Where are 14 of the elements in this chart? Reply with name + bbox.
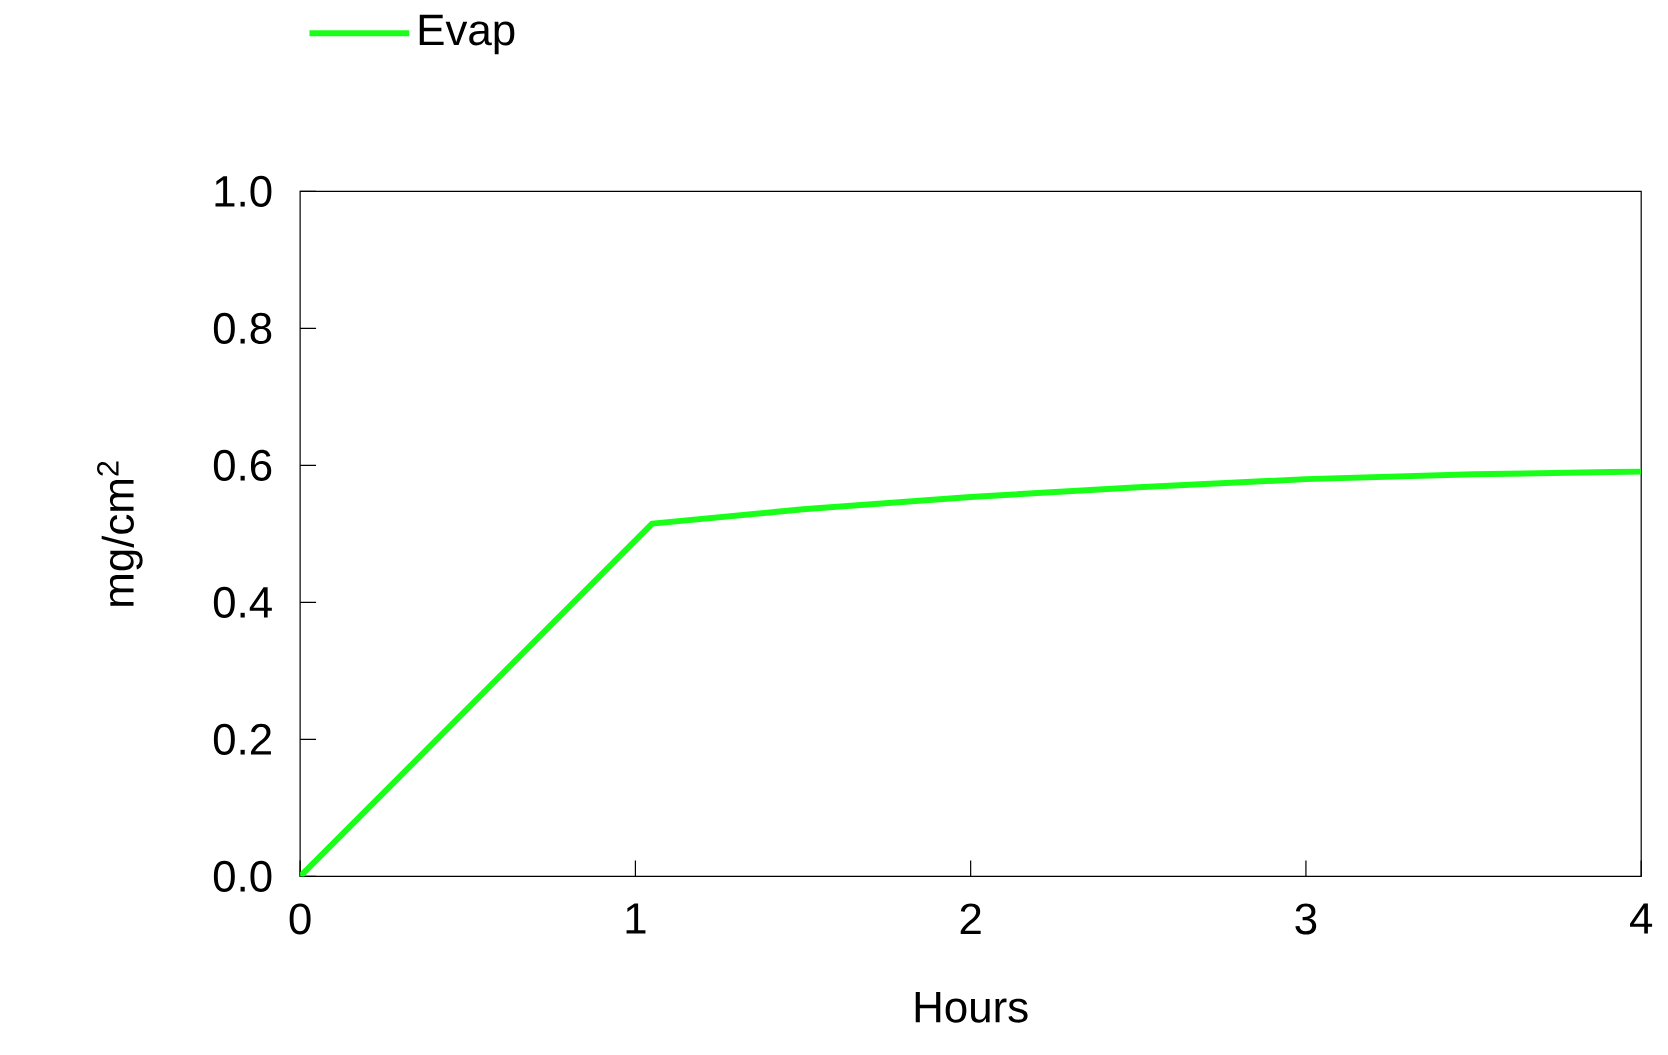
y-tick-label: 0.0 xyxy=(213,860,272,892)
x-tick-label: 4 xyxy=(1630,903,1653,934)
x-tick-label: 1 xyxy=(626,903,646,934)
y-tick-label: 0.6 xyxy=(213,449,272,482)
y-tick-label: 0.8 xyxy=(213,312,272,345)
x-tick-label: 2 xyxy=(960,903,981,935)
y-tick-label: 1.0 xyxy=(215,175,272,208)
y-axis-title: mg/cm$^{2}$ xyxy=(97,461,143,606)
x-tick-label: 0 xyxy=(289,903,311,935)
y-tick-label: 0.2 xyxy=(213,723,271,755)
legend-label: Evap xyxy=(419,14,515,55)
x-axis-title: Hours xyxy=(915,992,1028,1023)
y-tick-label: 0.4 xyxy=(213,586,272,618)
x-tick-label: 3 xyxy=(1295,903,1317,935)
